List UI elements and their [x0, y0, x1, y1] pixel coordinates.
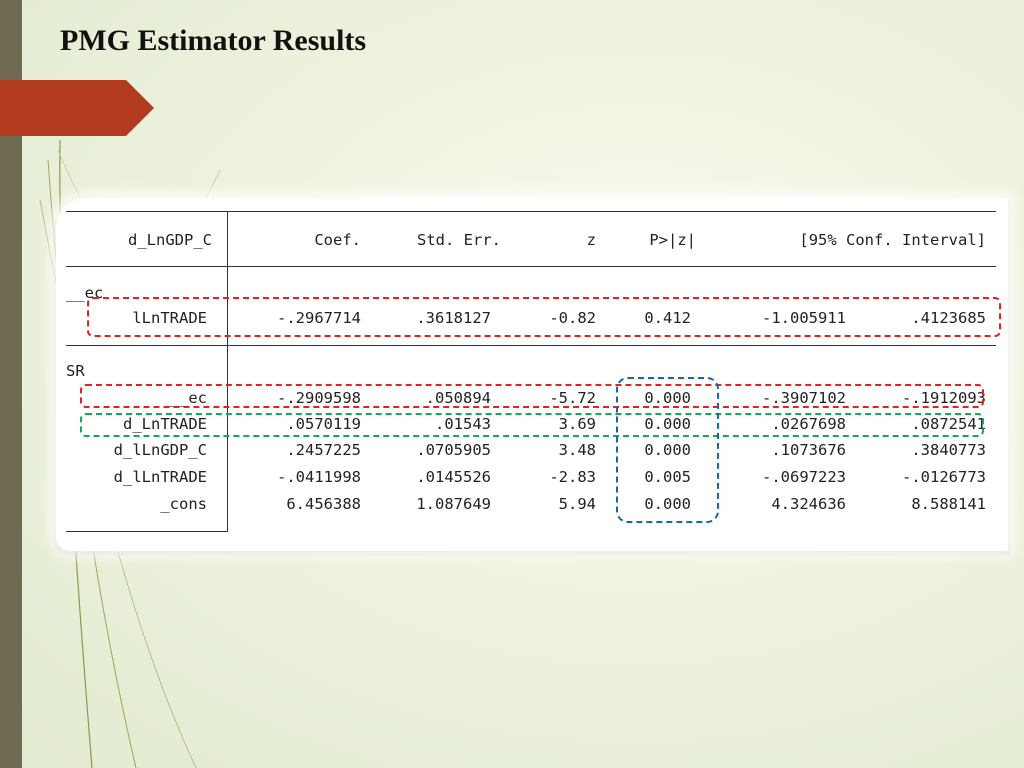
stderr-cell: .050894 — [425, 389, 491, 407]
stderr-cell: 1.087649 — [416, 495, 491, 513]
header-ci: [95% Conf. Interval] — [799, 231, 986, 249]
bottom-rule — [66, 531, 228, 532]
row-label: _cons — [160, 495, 207, 513]
ci-low-cell: .0267698 — [771, 415, 846, 433]
p-cell: 0.412 — [644, 309, 691, 327]
red-arrow-tab — [0, 80, 154, 136]
p-cell: 0.000 — [644, 415, 691, 433]
ci-low-cell: -.0697223 — [762, 468, 846, 486]
ci-high-cell: 8.588141 — [911, 495, 986, 513]
ci-low-cell: 4.324636 — [771, 495, 846, 513]
z-cell: -2.83 — [549, 468, 596, 486]
header-rule — [66, 266, 996, 267]
p-cell: 0.000 — [644, 441, 691, 459]
stata-output-table: d_LnGDP_C Coef. Std. Err. z P>|z| [95% C… — [66, 211, 1001, 533]
ci-high-cell: .4123685 — [911, 309, 986, 327]
left-sidebar-bar — [0, 0, 22, 768]
section-label-sr: SR — [66, 362, 85, 380]
p-cell: 0.000 — [644, 495, 691, 513]
header-z: z — [586, 231, 596, 249]
highlight-box-ec-lntrade — [87, 297, 1001, 337]
section-rule — [66, 345, 996, 346]
coef-cell: .2457225 — [286, 441, 361, 459]
ci-high-cell: .0872541 — [911, 415, 986, 433]
highlight-box-d-lntrade — [80, 413, 984, 437]
p-cell: 0.000 — [644, 389, 691, 407]
z-cell: 5.94 — [558, 495, 596, 513]
row-label: d_lLnTRADE — [113, 468, 207, 486]
ci-high-cell: -.0126773 — [902, 468, 986, 486]
ci-high-cell: -.1912093 — [902, 389, 986, 407]
header-stderr: Std. Err. — [417, 231, 501, 249]
results-panel: d_LnGDP_C Coef. Std. Err. z P>|z| [95% C… — [56, 198, 1008, 551]
z-cell: -0.82 — [549, 309, 596, 327]
stderr-cell: .01543 — [435, 415, 491, 433]
row-label: d_LnTRADE — [123, 415, 207, 433]
coef-cell: 6.456388 — [286, 495, 361, 513]
highlight-box-pvalues — [616, 377, 719, 523]
ci-low-cell: .1073676 — [771, 441, 846, 459]
z-cell: 3.69 — [558, 415, 596, 433]
p-cell: 0.005 — [644, 468, 691, 486]
row-label: lLnTRADE — [132, 309, 207, 327]
stderr-cell: .0145526 — [416, 468, 491, 486]
column-divider — [227, 211, 228, 532]
ci-high-cell: .3840773 — [911, 441, 986, 459]
z-cell: -5.72 — [549, 389, 596, 407]
coef-cell: .0570119 — [286, 415, 361, 433]
highlight-box-sr-ec — [80, 384, 984, 408]
table-top-rule — [66, 211, 996, 212]
coef-cell: -.2967714 — [277, 309, 361, 327]
header-coef: Coef. — [314, 231, 361, 249]
coef-cell: -.0411998 — [277, 468, 361, 486]
header-depvar: d_LnGDP_C — [128, 231, 212, 249]
header-p: P>|z| — [649, 231, 696, 249]
ci-low-cell: -.3907102 — [762, 389, 846, 407]
row-label: __ec — [169, 389, 207, 407]
stderr-cell: .0705905 — [416, 441, 491, 459]
row-label: d_lLnGDP_C — [113, 441, 207, 459]
ci-low-cell: -1.005911 — [762, 309, 846, 327]
z-cell: 3.48 — [558, 441, 596, 459]
stderr-cell: .3618127 — [416, 309, 491, 327]
page-title: PMG Estimator Results — [60, 24, 367, 57]
coef-cell: -.2909598 — [277, 389, 361, 407]
